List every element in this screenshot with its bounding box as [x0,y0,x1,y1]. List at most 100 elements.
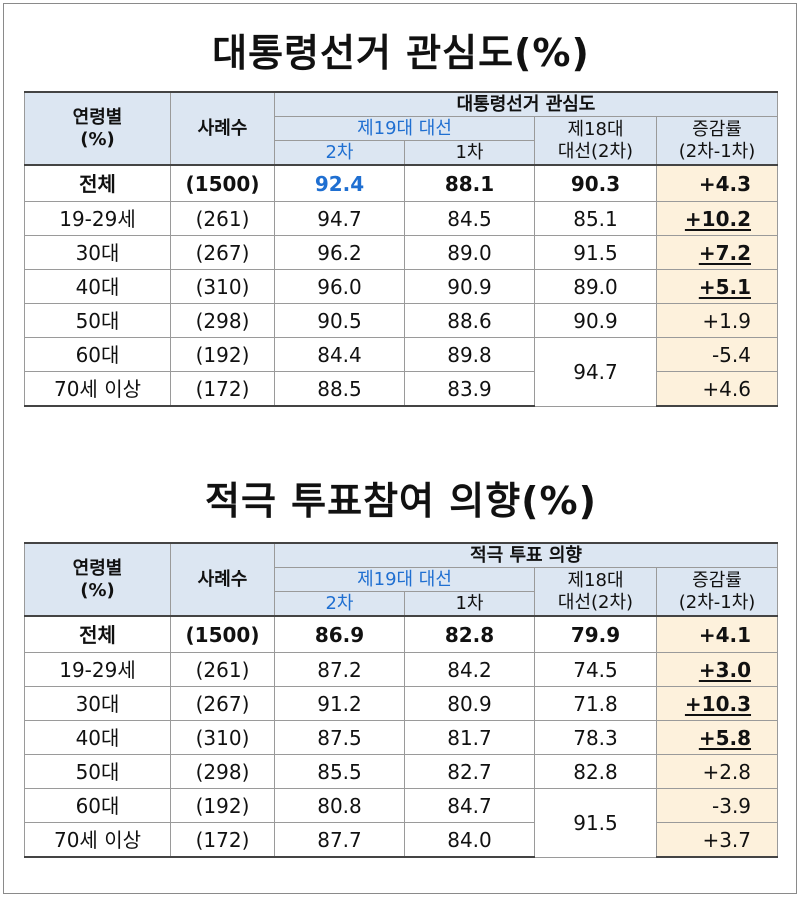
round1-cell: 80.9 [404,686,535,721]
table-row: 30대 (267) 91.2 80.9 71.8 +10.3 [24,686,779,721]
election18-cell: 91.5 [534,788,657,858]
row-label: 60대 [24,337,171,372]
sample-cell: (172) [170,371,275,407]
sample-cell: (267) [170,235,275,270]
sample-cell: (261) [170,652,275,687]
round1-header: 1차 [404,140,535,166]
sample-header: 사례수 [170,542,275,617]
table-row: 30대 (267) 96.2 89.0 91.5 +7.2 [24,235,778,270]
group-header: 적극 투표 의향 [273,542,779,568]
table-row: 40대 (310) 87.5 81.7 78.3 +5.8 [24,720,779,755]
row-label: 50대 [24,303,171,338]
row-label: 30대 [24,235,171,270]
round1-cell: 90.9 [404,269,535,304]
round2-cell: 87.2 [274,652,405,687]
change-cell: +4.3 [656,164,778,202]
row-label: 50대 [24,754,171,789]
round2-cell: 87.5 [274,720,405,755]
change-cell: +3.0 [655,652,779,687]
voting-intention-table: 연령별 (%) 사례수 적극 투표 의향 제19대 대선 제18대 대선(2차)… [24,542,779,858]
change-cell: -3.9 [655,788,779,823]
round1-cell: 81.7 [404,720,535,755]
table-row: 50대 (298) 90.5 88.6 90.9 +1.9 [24,303,778,338]
group-header: 대통령선거 관심도 [274,91,778,117]
table-row: 19-29세 (261) 87.2 84.2 74.5 +3.0 [24,652,779,687]
sample-cell: (310) [170,269,275,304]
age-header: 연령별 (%) [24,542,171,617]
table-row: 70세 이상 (172) 87.7 84.0 +3.7 [24,822,779,858]
change-cell: +10.3 [655,686,779,721]
change-cell: +2.8 [655,754,779,789]
document-frame [3,3,797,894]
sample-cell: (261) [170,201,275,236]
change-cell: +5.1 [656,269,778,304]
round1-cell: 83.9 [404,371,535,407]
election18-cell: 71.8 [534,686,657,721]
change-cell: +7.2 [656,235,778,270]
interest-table: 연령별 (%) 사례수 대통령선거 관심도 제19대 대선 제18대 대선(2차… [24,91,778,407]
round2-cell: 86.9 [274,615,405,653]
election18-cell: 90.3 [534,164,657,202]
total-row: 전체 (1500) 92.4 88.1 90.3 +4.3 [24,164,778,202]
row-label: 전체 [24,615,171,653]
round2-cell: 85.5 [274,754,405,789]
round1-cell: 89.8 [404,337,535,372]
round2-cell: 88.5 [274,371,405,407]
age-header: 연령별 (%) [24,91,171,166]
round2-cell: 84.4 [274,337,405,372]
election18-cell: 91.5 [534,235,657,270]
sample-cell: (192) [170,788,275,823]
table1-title: 대통령선거 관심도(%) [212,31,590,75]
election18-cell: 79.9 [534,615,657,653]
round1-cell: 89.0 [404,235,535,270]
election18-cell: 94.7 [534,337,657,407]
table-row: 60대 (192) 84.4 89.8 94.7 -5.4 [24,337,778,407]
sample-cell: (172) [170,822,275,858]
round1-cell: 84.7 [404,788,535,823]
sample-cell: (298) [170,303,275,338]
sample-cell: (298) [170,754,275,789]
election18-cell: 89.0 [534,269,657,304]
table-row: 70세 이상 (172) 88.5 83.9 +4.6 [24,371,778,407]
row-label: 70세 이상 [24,371,171,407]
row-label: 40대 [24,269,171,304]
election18-cell: 85.1 [534,201,657,236]
round2-cell: 96.0 [274,269,405,304]
change-cell: +4.1 [655,615,779,653]
row-label: 19-29세 [24,652,171,687]
table-row: 60대 (192) 80.8 84.7 91.5 -3.9 [24,788,779,858]
round1-cell: 84.5 [404,201,535,236]
total-row: 전체 (1500) 86.9 82.8 79.9 +4.1 [24,615,779,653]
election19-header: 제19대 대선 [274,567,535,592]
sample-cell: (310) [170,720,275,755]
change-cell: +3.7 [655,822,779,858]
election18-header: 제18대 대선(2차) [534,116,657,166]
row-label: 40대 [24,720,171,755]
round2-cell: 92.4 [274,164,405,202]
row-label: 60대 [24,788,171,823]
round2-cell: 90.5 [274,303,405,338]
table-row: 19-29세 (261) 94.7 84.5 85.1 +10.2 [24,201,778,236]
table2-title: 적극 투표참여 의향(%) [205,479,597,523]
sample-cell: (267) [170,686,275,721]
round2-header: 2차 [274,140,405,166]
table-row: 40대 (310) 96.0 90.9 89.0 +5.1 [24,269,778,304]
row-label: 70세 이상 [24,822,171,858]
round1-cell: 88.1 [404,164,535,202]
row-label: 전체 [24,164,171,202]
change-cell: -5.4 [656,337,778,372]
row-label: 30대 [24,686,171,721]
round1-header: 1차 [404,591,535,617]
sample-header: 사례수 [170,91,275,166]
change-header: 증감률 (2차-1차) [655,567,779,617]
change-cell: +10.2 [656,201,778,236]
change-cell: +4.6 [656,371,778,407]
round1-cell: 84.0 [404,822,535,858]
round1-cell: 82.8 [404,615,535,653]
round1-cell: 84.2 [404,652,535,687]
table-row: 50대 (298) 85.5 82.7 82.8 +2.8 [24,754,779,789]
round2-cell: 80.8 [274,788,405,823]
round1-cell: 82.7 [404,754,535,789]
row-label: 19-29세 [24,201,171,236]
round2-cell: 87.7 [274,822,405,858]
